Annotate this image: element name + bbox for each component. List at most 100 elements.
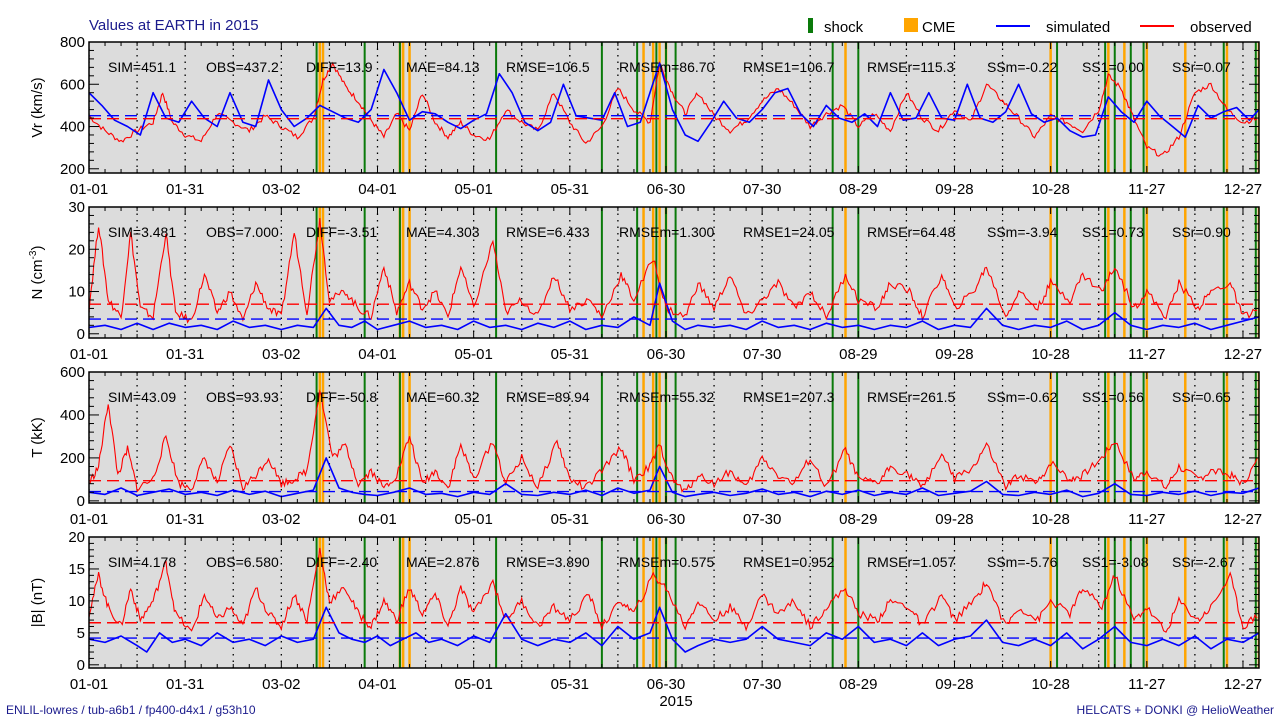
stat-sim: SIM=451.1	[108, 59, 176, 75]
y-tick-label: 0	[77, 493, 85, 510]
x-tick-label: 10-28	[1031, 181, 1069, 198]
panel-background	[89, 537, 1259, 668]
x-tick-label: 06-30	[647, 511, 685, 528]
stat-rmsem: RMSEm=86.70	[619, 59, 715, 75]
stat-rmser: RMSEr=261.5	[867, 389, 956, 405]
stat-mae: MAE=2.876	[406, 554, 480, 570]
y-axis-label: |B| (nT)	[29, 578, 46, 627]
superscript: -3	[28, 250, 39, 259]
chart-title: Values at EARTH in 2015	[89, 17, 259, 34]
x-tick-label: 08-29	[839, 676, 877, 693]
y-tick-label: 20	[68, 529, 85, 546]
panel-frame	[88, 206, 1260, 339]
legend-shock-swatch	[808, 18, 813, 33]
x-tick-label: 07-30	[743, 676, 781, 693]
panel-frame	[88, 536, 1260, 669]
y-axis-label: N (cm-3)	[28, 246, 46, 300]
stat-sim: SIM=4.178	[108, 554, 176, 570]
stat-ssm: SSm=-0.22	[987, 59, 1058, 75]
observed-series	[89, 547, 1258, 633]
stat-diff: DIFF=13.9	[306, 59, 373, 75]
footer-right: HELCATS + DONKI @ HelioWeather	[1077, 703, 1274, 717]
stat-ss1: SS1=0.56	[1082, 389, 1144, 405]
x-tick-label: 05-31	[551, 346, 589, 363]
x-tick-label: 01-31	[166, 511, 204, 528]
x-tick-label: 11-27	[1128, 511, 1165, 528]
stat-rmser: RMSEr=64.48	[867, 224, 956, 240]
stat-rmsem: RMSEm=55.32	[619, 389, 715, 405]
panel-n: 0 10 20 30 01-01 01-31 03-02 04-01 05-01 05-31 06-…	[28, 199, 1262, 363]
y-axis-label: T (kK)	[29, 417, 46, 458]
y-tick-label: 600	[60, 76, 85, 93]
panel-background	[89, 207, 1259, 338]
x-tick-label: 01-01	[70, 676, 108, 693]
x-tick-label: 09-28	[935, 181, 973, 198]
stat-ss1: SS1=0.00	[1082, 59, 1144, 75]
x-tick-label: 04-01	[358, 346, 396, 363]
stat-rmse: RMSE=89.94	[506, 389, 590, 405]
stat-mae: MAE=84.13	[406, 59, 480, 75]
panel-vr: 200 400 600 800 01-01 01-31 03-02 04-01 05-01 05-…	[29, 34, 1262, 198]
stat-ssr: SSr=0.07	[1172, 59, 1231, 75]
x-tick-label: 07-30	[743, 346, 781, 363]
x-axis-label: 2015	[659, 693, 692, 710]
x-tick-label: 05-31	[551, 511, 589, 528]
x-tick-label: 11-27	[1128, 346, 1165, 363]
simulated-series	[89, 62, 1259, 143]
x-tick-label: 05-01	[454, 346, 492, 363]
panel-background	[89, 42, 1259, 173]
x-tick-label: 12-27	[1224, 511, 1262, 528]
observed-series	[89, 389, 1258, 493]
x-tick-label: 09-28	[935, 676, 973, 693]
y-tick-label: 600	[60, 364, 85, 381]
x-tick-label: 07-30	[743, 511, 781, 528]
stat-ss1: SS1=-3.08	[1082, 554, 1149, 570]
y-tick-label: 10	[68, 593, 85, 610]
y-axis-label: Vr (km/s)	[29, 77, 46, 137]
x-tick-label: 05-31	[551, 181, 589, 198]
stat-sim: SIM=3.481	[108, 224, 176, 240]
stat-mae: MAE=60.32	[406, 389, 480, 405]
stat-rmse1: RMSE1=0.952	[743, 554, 835, 570]
x-tick-label: 06-30	[647, 346, 685, 363]
x-tick-label: 01-31	[166, 181, 204, 198]
x-tick-label: 03-02	[262, 181, 300, 198]
x-tick-label: 08-29	[839, 181, 877, 198]
y-tick-label: 15	[68, 561, 85, 578]
x-tick-label: 01-31	[166, 676, 204, 693]
x-tick-label: 06-30	[647, 181, 685, 198]
stat-diff: DIFF=-2.40	[306, 554, 377, 570]
legend-shock-label: shock	[824, 19, 864, 36]
x-tick-label: 01-01	[70, 346, 108, 363]
x-tick-label: 10-28	[1031, 346, 1069, 363]
legend-cme-label: CME	[922, 19, 955, 36]
y-tick-label: 400	[60, 407, 85, 424]
stat-rmser: RMSEr=1.057	[867, 554, 956, 570]
stat-ssr: SSr=0.90	[1172, 224, 1231, 240]
x-tick-label: 01-31	[166, 346, 204, 363]
panel-frame	[88, 371, 1260, 504]
y-tick-label: 200	[60, 450, 85, 467]
stat-rmsem: RMSEm=1.300	[619, 224, 715, 240]
x-tick-label: 07-30	[743, 181, 781, 198]
x-tick-label: 01-01	[70, 181, 108, 198]
x-tick-label: 03-02	[262, 676, 300, 693]
stat-rmse1: RMSE1=24.05	[743, 224, 835, 240]
stat-sim: SIM=43.09	[108, 389, 176, 405]
stat-rmse1: RMSE1=207.3	[743, 389, 835, 405]
stat-ssm: SSm=-5.76	[987, 554, 1058, 570]
x-tick-label: 12-27	[1224, 346, 1262, 363]
x-tick-label: 04-01	[358, 676, 396, 693]
stat-diff: DIFF=-3.51	[306, 224, 377, 240]
y-tick-label: 30	[68, 199, 85, 216]
y-tick-label: 20	[68, 241, 85, 258]
stat-rmse1: RMSE1=106.7	[743, 59, 835, 75]
stat-ssm: SSm=-3.94	[987, 224, 1058, 240]
stat-obs: OBS=93.93	[206, 389, 279, 405]
x-tick-label: 05-01	[454, 181, 492, 198]
y-tick-label: 5	[77, 625, 85, 642]
x-tick-label: 04-01	[358, 511, 396, 528]
x-tick-label: 09-28	[935, 511, 973, 528]
y-tick-label: 800	[60, 34, 85, 51]
